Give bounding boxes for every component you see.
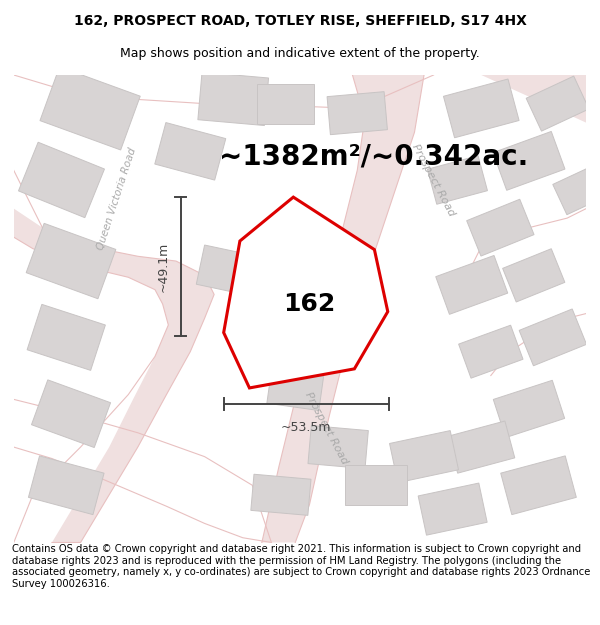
Polygon shape [519,309,587,366]
Polygon shape [493,131,565,190]
Polygon shape [443,79,519,138]
Polygon shape [279,281,340,327]
Polygon shape [27,304,106,371]
Polygon shape [346,465,407,505]
Text: Prospect Road: Prospect Road [304,390,350,466]
Polygon shape [418,483,487,535]
Polygon shape [262,75,424,542]
Text: Queen Victoria Road: Queen Victoria Road [95,147,138,251]
Polygon shape [553,164,600,215]
Polygon shape [526,76,589,131]
Text: ~53.5m: ~53.5m [281,421,331,434]
Polygon shape [224,197,388,388]
Polygon shape [14,171,214,542]
Polygon shape [257,84,314,124]
Polygon shape [155,122,226,180]
Polygon shape [481,75,586,122]
Polygon shape [436,256,508,314]
Text: Contains OS data © Crown copyright and database right 2021. This information is : Contains OS data © Crown copyright and d… [12,544,590,589]
Polygon shape [196,245,260,296]
Polygon shape [389,431,458,482]
Text: ~1382m²/~0.342ac.: ~1382m²/~0.342ac. [219,142,528,170]
Polygon shape [493,380,565,438]
Polygon shape [28,456,104,514]
Polygon shape [327,92,388,134]
Text: 162, PROSPECT ROAD, TOTLEY RISE, SHEFFIELD, S17 4HX: 162, PROSPECT ROAD, TOTLEY RISE, SHEFFIE… [74,14,526,28]
Polygon shape [267,369,323,411]
Polygon shape [501,456,577,514]
Text: Map shows position and indicative extent of the property.: Map shows position and indicative extent… [120,48,480,61]
Polygon shape [427,156,487,204]
Polygon shape [251,474,311,516]
Polygon shape [198,72,269,126]
Polygon shape [26,223,116,299]
Polygon shape [19,142,104,218]
Polygon shape [458,325,523,378]
Polygon shape [40,67,140,150]
Text: ~49.1m: ~49.1m [156,242,169,292]
Polygon shape [448,421,515,473]
Text: Prospect Road: Prospect Road [410,142,457,218]
Polygon shape [308,426,368,469]
Polygon shape [31,380,110,448]
Polygon shape [467,199,534,256]
Text: 162: 162 [283,292,335,316]
Polygon shape [503,249,565,302]
